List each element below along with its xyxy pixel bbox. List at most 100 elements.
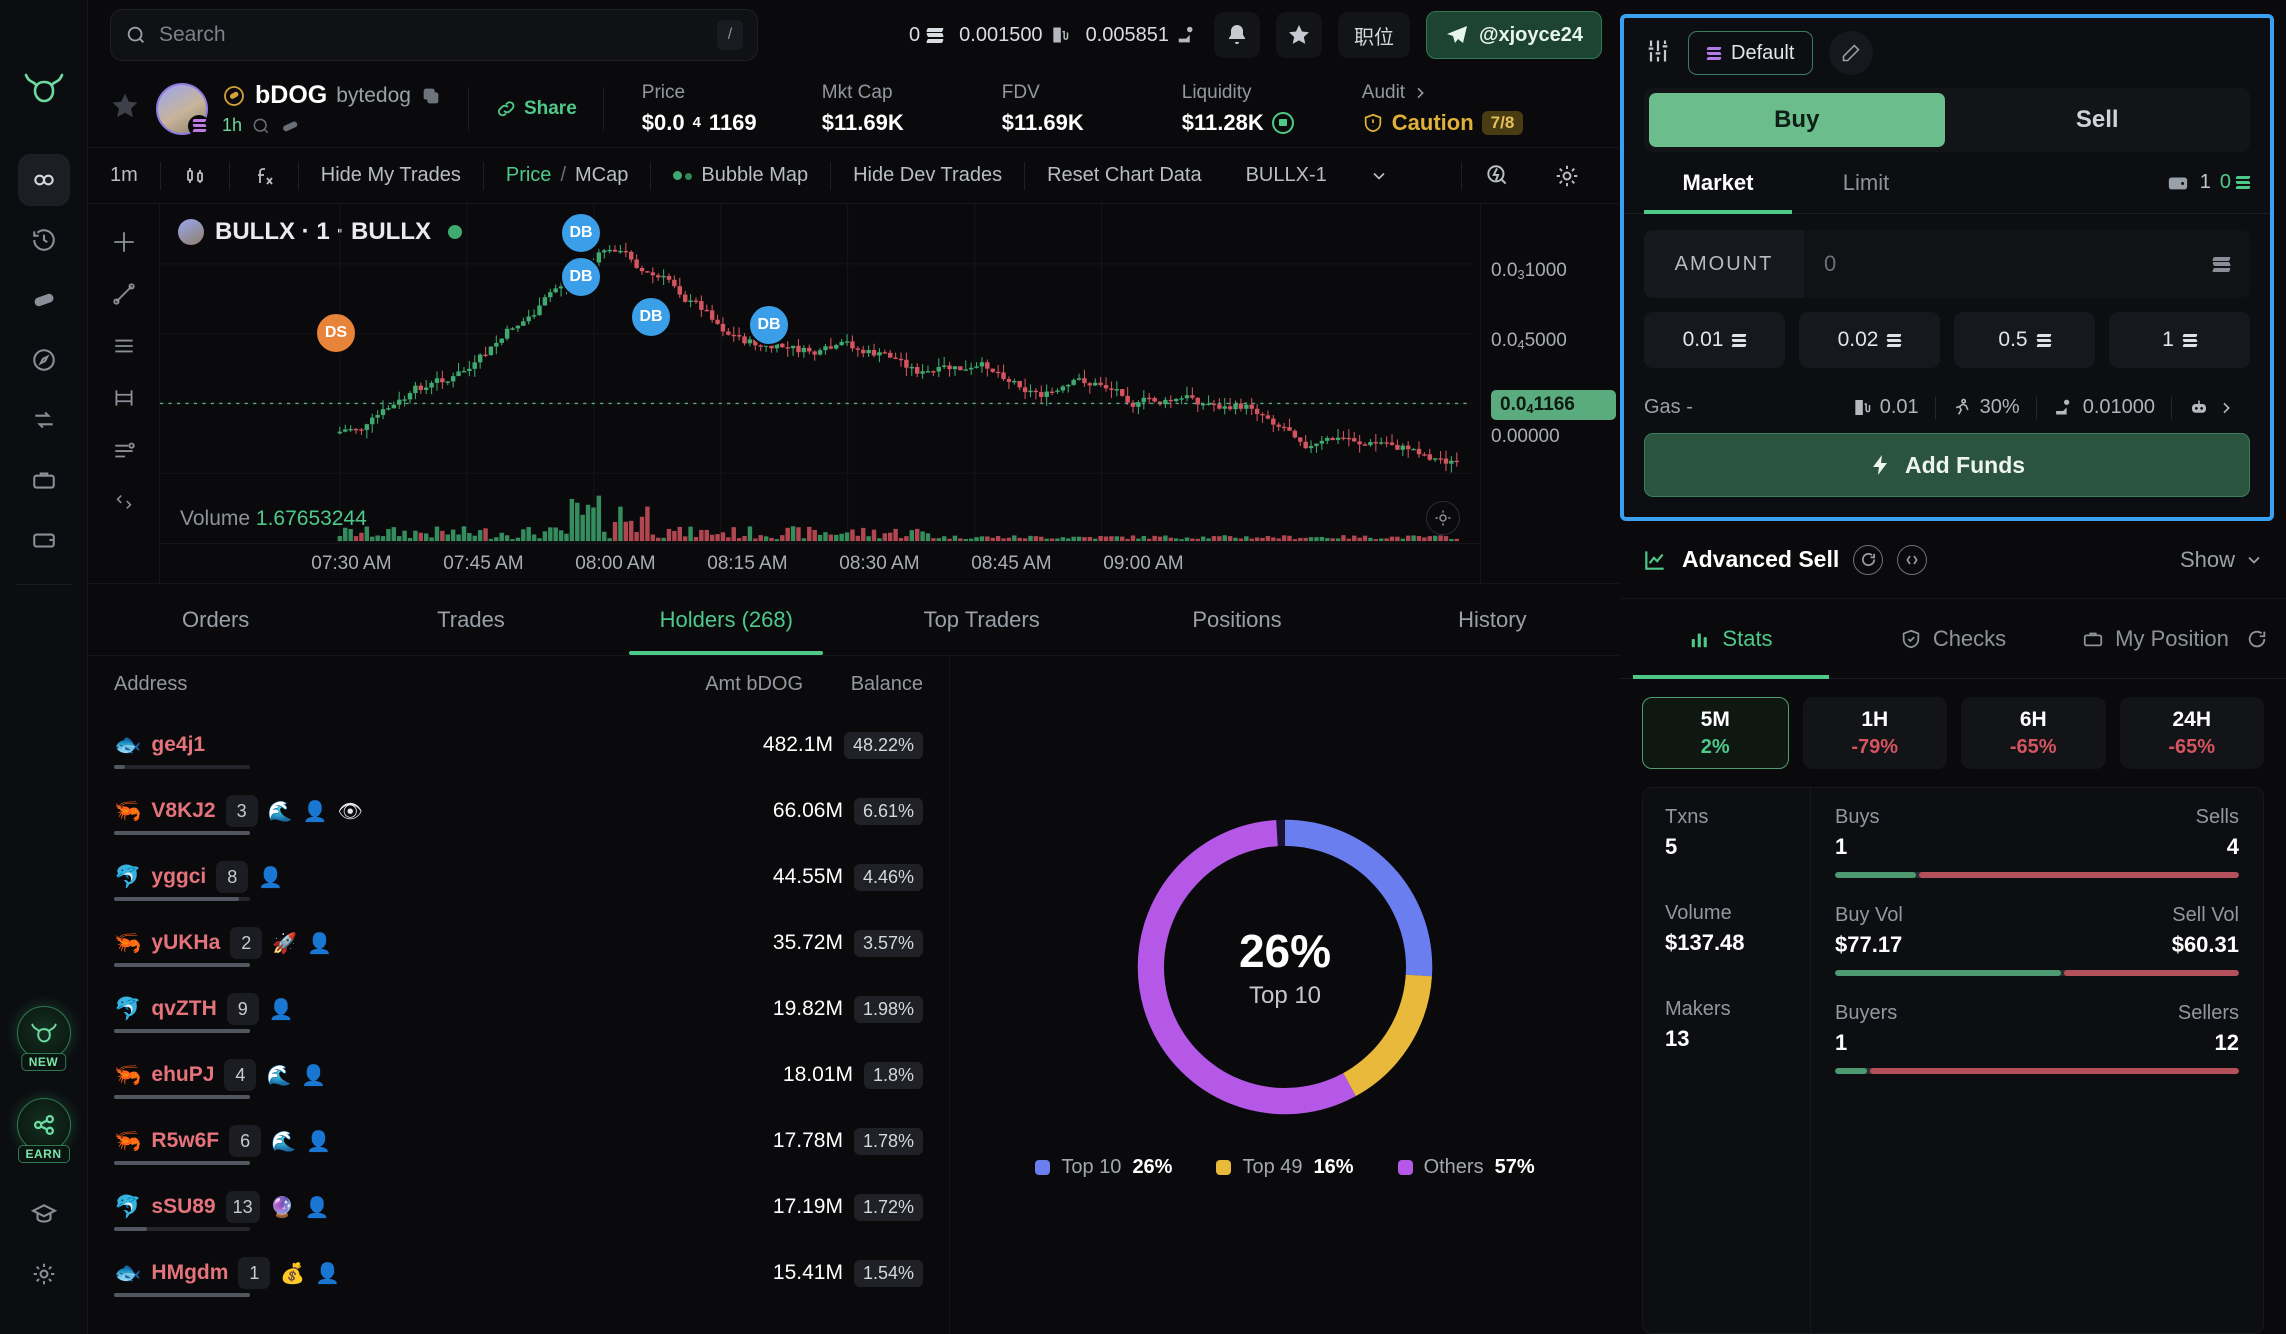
sell-tab[interactable]: Sell bbox=[2075, 106, 2119, 133]
chart-source-select[interactable]: BULLX-1 bbox=[1224, 164, 1411, 187]
holder-address[interactable]: ge4j1 bbox=[151, 733, 206, 756]
account-button[interactable]: @xjoyce24 bbox=[1425, 11, 1602, 59]
gas-balance[interactable]: 0.001500 bbox=[959, 24, 1069, 47]
chart-marker[interactable]: DS bbox=[315, 312, 357, 354]
tab-checks[interactable]: Checks bbox=[1842, 599, 2064, 678]
sliders-icon[interactable] bbox=[1644, 37, 1672, 70]
holder-address[interactable]: R5w6F bbox=[151, 1129, 220, 1152]
bull-logo-icon[interactable] bbox=[18, 62, 70, 114]
edit-preset-button[interactable] bbox=[1829, 31, 1874, 75]
preset-button[interactable]: Default bbox=[1688, 31, 1814, 75]
tab-history[interactable]: History bbox=[1458, 606, 1527, 632]
sidebar-item-earn[interactable]: EARN bbox=[15, 1096, 73, 1163]
tab-my-position[interactable]: My Position bbox=[2064, 599, 2286, 678]
holder-address[interactable]: yggci bbox=[151, 865, 207, 888]
tab-top-traders[interactable]: Top Traders bbox=[923, 606, 1040, 632]
crosshair-tool[interactable] bbox=[100, 218, 148, 266]
quick-amount-button[interactable]: 0.01 bbox=[1644, 312, 1785, 368]
reset-chart-button[interactable]: Reset Chart Data bbox=[1047, 164, 1202, 186]
table-row[interactable]: 🐟 ge4j1 482.1M 48.22% bbox=[88, 712, 949, 778]
sidebar-item-discover[interactable] bbox=[18, 334, 70, 386]
slippage[interactable]: 30% bbox=[1936, 396, 2036, 419]
sidebar-item-portfolio[interactable] bbox=[18, 454, 70, 506]
expand-tool[interactable] bbox=[100, 478, 148, 526]
pill-icon[interactable] bbox=[280, 116, 300, 136]
timeframe-5m[interactable]: 5M 2% bbox=[1642, 697, 1789, 769]
chart-settings-button[interactable] bbox=[1532, 163, 1602, 189]
sidebar-item-swap[interactable] bbox=[18, 394, 70, 446]
market-tab[interactable]: Market bbox=[1644, 152, 1792, 214]
advanced-sell-toggle[interactable]: Show bbox=[2180, 547, 2264, 573]
chart-marker[interactable]: DB bbox=[560, 256, 602, 298]
chart-canvas[interactable]: BULLX · 1 · BULLX bbox=[160, 204, 1620, 583]
fast-trade-button[interactable] bbox=[1462, 163, 1532, 189]
search-token-icon[interactable] bbox=[251, 116, 271, 136]
limit-tab[interactable]: Limit bbox=[1842, 169, 1890, 195]
holder-address[interactable]: yUKHa bbox=[151, 931, 221, 954]
tab-orders[interactable]: Orders bbox=[182, 606, 250, 632]
table-row[interactable]: 🐬 yggci 8 👤 44.55M 4.46% bbox=[88, 844, 949, 910]
tip[interactable]: 0.01000 bbox=[2037, 396, 2171, 419]
holder-address[interactable]: sSU89 bbox=[151, 1195, 216, 1218]
gas-fee[interactable]: 0.01 bbox=[1836, 396, 1935, 419]
search-input[interactable]: Search / bbox=[110, 9, 758, 61]
positions-button[interactable]: 职位 bbox=[1337, 12, 1410, 58]
interval-button[interactable]: 1m bbox=[110, 164, 138, 186]
holder-address[interactable]: HMgdm bbox=[151, 1261, 229, 1284]
table-row[interactable]: 🦐 yUKHa 2 🚀 👤 35.72M 3.57% bbox=[88, 910, 949, 976]
quick-amount-button[interactable]: 0.5 bbox=[1954, 312, 2095, 368]
recenter-button[interactable] bbox=[1426, 501, 1460, 535]
copy-icon[interactable] bbox=[420, 85, 442, 107]
wallet-indicator[interactable]: 1 0 bbox=[2165, 171, 2251, 194]
table-row[interactable]: 🦐 ehuPJ 4 🌊 👤 18.01M 1.8% bbox=[88, 1042, 949, 1108]
sidebar-item-new[interactable]: NEW bbox=[15, 1004, 73, 1071]
favorite-star-icon[interactable] bbox=[110, 91, 140, 126]
sidebar-item-wallet[interactable] bbox=[18, 514, 70, 566]
bubble-map-button[interactable]: Bubble Map bbox=[651, 164, 830, 187]
notifications-button[interactable] bbox=[1213, 12, 1260, 58]
amount-input[interactable]: 0 bbox=[1804, 230, 2250, 298]
sol-balance[interactable]: 0 bbox=[909, 24, 944, 47]
measure-tool[interactable] bbox=[100, 426, 148, 474]
holder-address[interactable]: qvZTH bbox=[151, 997, 217, 1020]
table-row[interactable]: 🐬 qvZTH 9 👤 19.82M 1.98% bbox=[88, 976, 949, 1042]
table-row[interactable]: 🐬 sSU89 13 🔮 👤 17.19M 1.72% bbox=[88, 1174, 949, 1240]
tip-balance[interactable]: 0.005851 bbox=[1086, 24, 1198, 47]
legend-item[interactable]: Top 10 26% bbox=[1035, 1156, 1172, 1179]
chart-marker[interactable]: DB bbox=[630, 296, 672, 338]
add-funds-button[interactable]: Add Funds bbox=[1644, 433, 2250, 497]
timeframe-6h[interactable]: 6H -65% bbox=[1961, 697, 2106, 769]
tab-stats[interactable]: Stats bbox=[1620, 599, 1842, 679]
chart-marker[interactable]: DB bbox=[560, 212, 602, 254]
auto-trade-bot[interactable] bbox=[2172, 397, 2250, 418]
fib-tool[interactable] bbox=[100, 374, 148, 422]
legend-item[interactable]: Top 49 16% bbox=[1216, 1156, 1354, 1179]
timeframe-1h[interactable]: 1H -79% bbox=[1802, 697, 1947, 769]
legend-item[interactable]: Others 57% bbox=[1397, 1156, 1535, 1179]
code-icon[interactable] bbox=[1897, 544, 1928, 575]
table-row[interactable]: 🦐 V8KJ2 3 🌊 👤 👁 66.06M 6.61% bbox=[88, 778, 949, 844]
table-row[interactable]: 🐟 HMgdm 1 💰 👤 15.41M 1.54% bbox=[88, 1240, 949, 1306]
candle-type-button[interactable] bbox=[161, 164, 229, 188]
hide-my-trades-button[interactable]: Hide My Trades bbox=[320, 164, 461, 186]
tab-trades[interactable]: Trades bbox=[437, 606, 505, 632]
sidebar-item-settings[interactable] bbox=[18, 1248, 70, 1300]
timeframe-24h[interactable]: 24H -65% bbox=[2119, 697, 2264, 769]
buy-tab[interactable]: Buy bbox=[1649, 93, 1945, 147]
sidebar-item-academy[interactable] bbox=[18, 1188, 70, 1240]
stat-audit[interactable]: Audit Caution 7/8 bbox=[1362, 82, 1524, 136]
share-button[interactable]: Share bbox=[495, 98, 577, 120]
price-mcap-toggle[interactable]: Price / MCap bbox=[505, 164, 629, 186]
quick-amount-button[interactable]: 1 bbox=[2109, 312, 2250, 368]
indicators-button[interactable] bbox=[230, 164, 298, 188]
sidebar-item-pill[interactable] bbox=[18, 274, 70, 326]
trendline-tool[interactable] bbox=[100, 270, 148, 318]
sidebar-item-pairs[interactable] bbox=[17, 154, 70, 206]
hide-dev-trades-button[interactable]: Hide Dev Trades bbox=[853, 164, 1003, 186]
chart-marker[interactable]: DB bbox=[748, 304, 790, 346]
holder-address[interactable]: ehuPJ bbox=[151, 1063, 215, 1086]
table-row[interactable]: 🦐 R5w6F 6 🌊 👤 17.78M 1.78% bbox=[88, 1108, 949, 1174]
sidebar-item-history[interactable] bbox=[18, 214, 70, 266]
holder-address[interactable]: V8KJ2 bbox=[151, 799, 216, 822]
quick-amount-button[interactable]: 0.02 bbox=[1799, 312, 1940, 368]
